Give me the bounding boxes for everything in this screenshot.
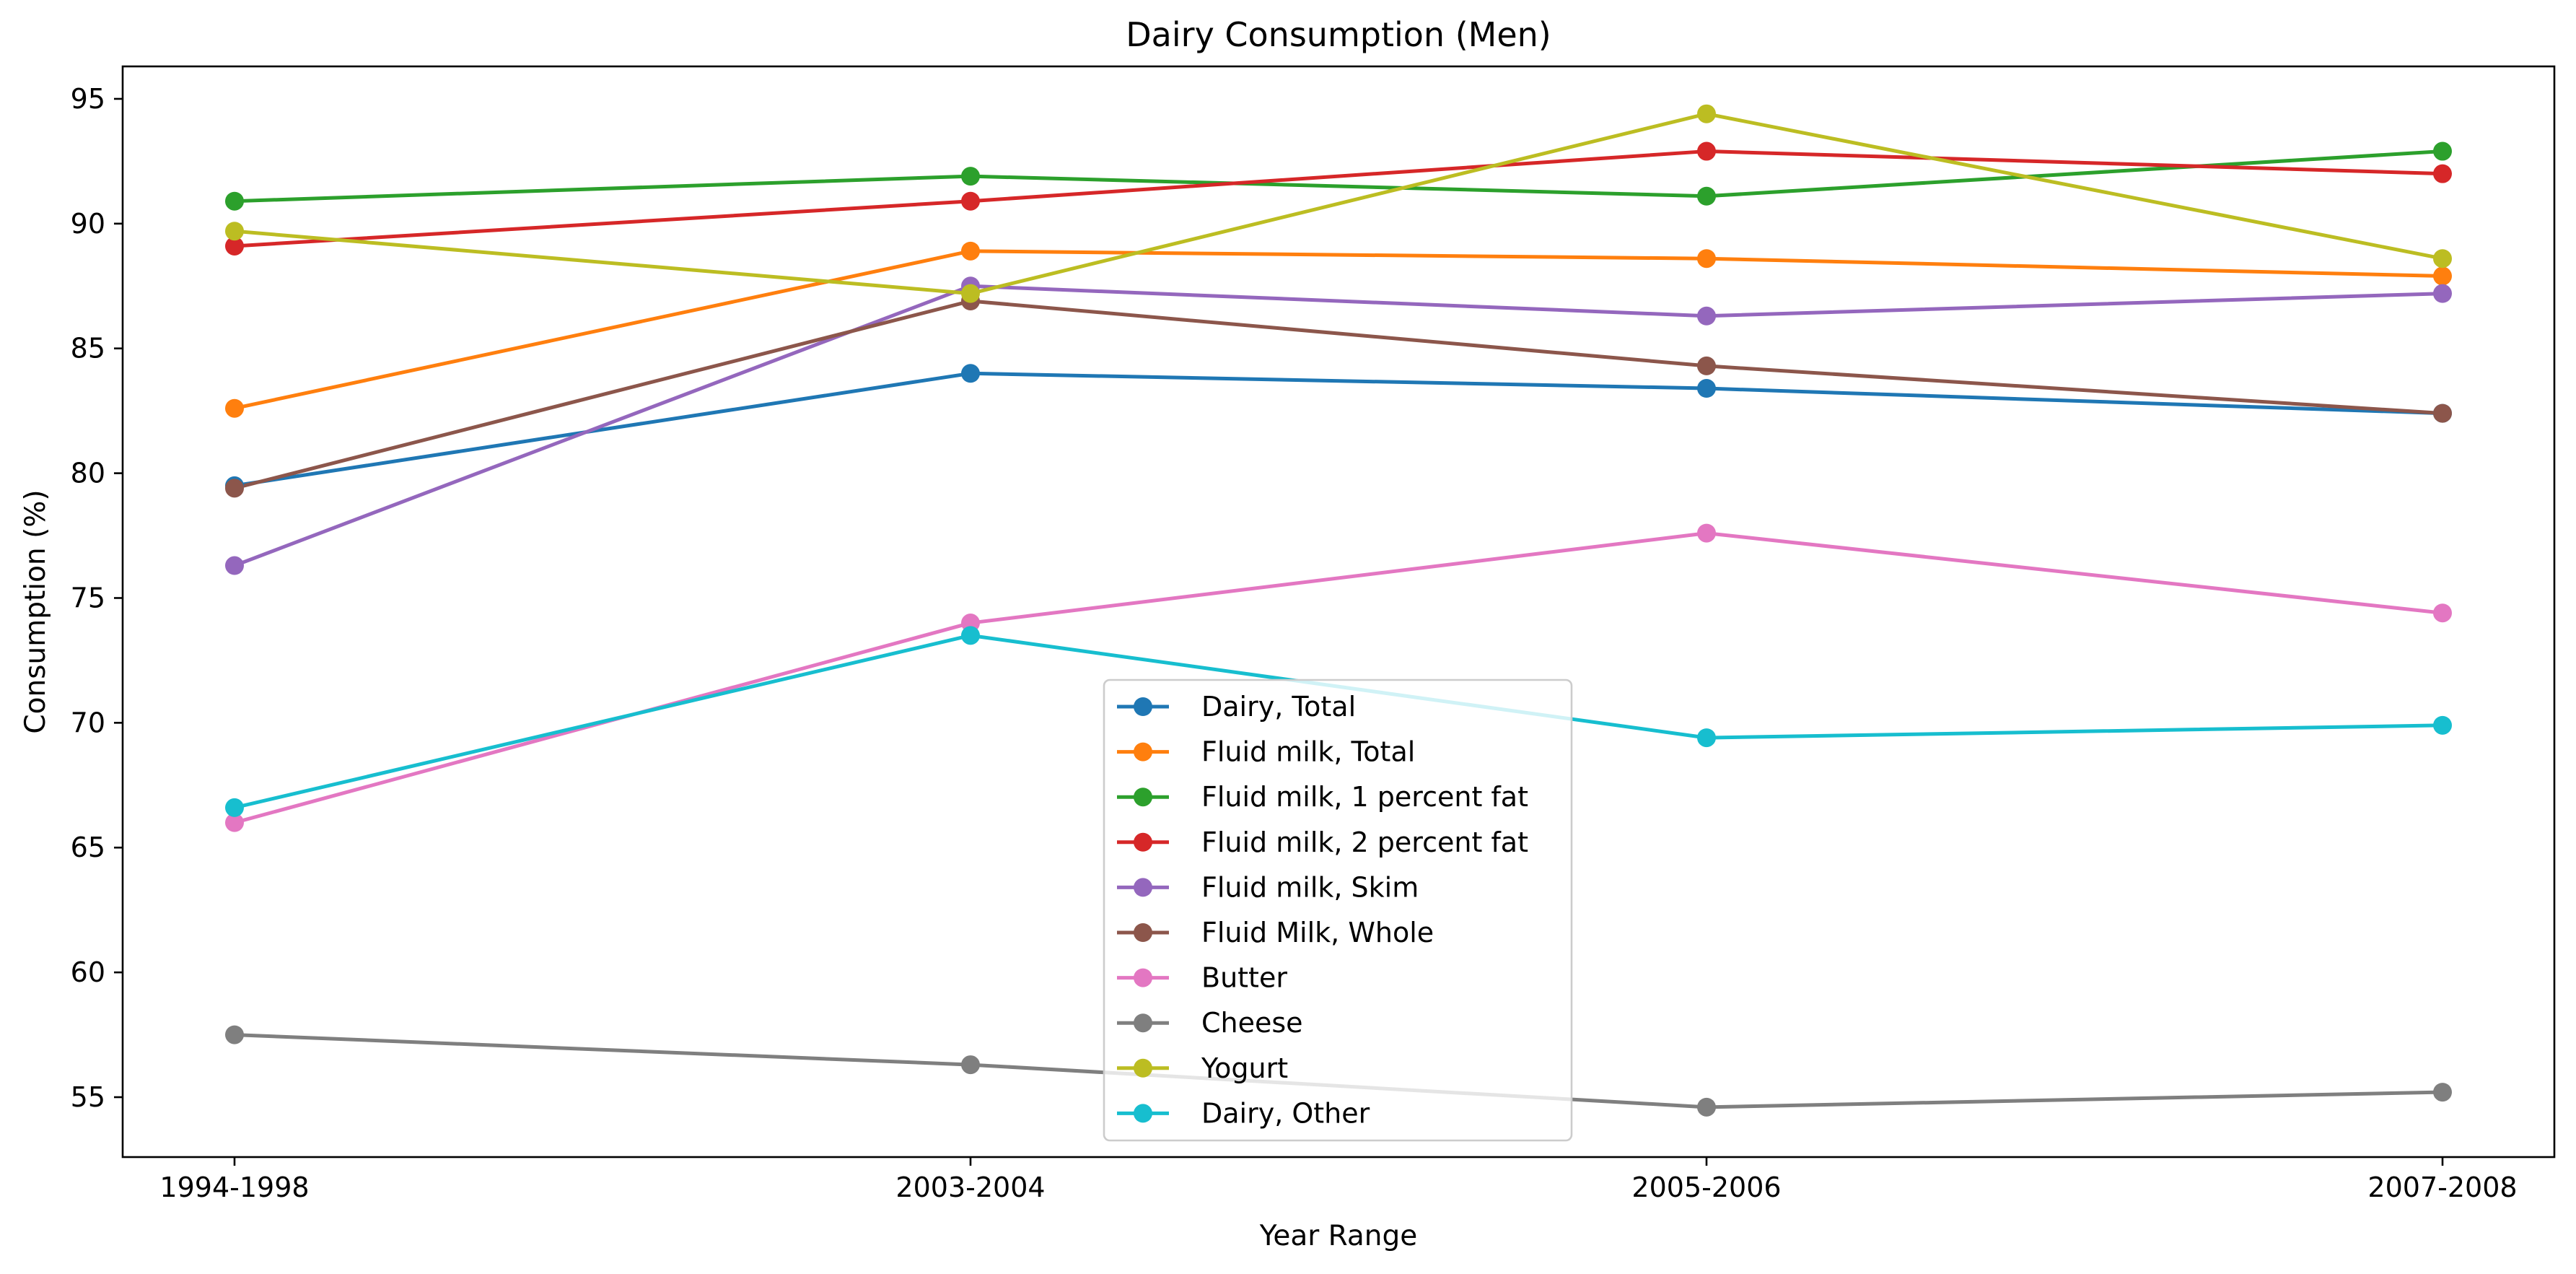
legend-marker <box>1134 787 1152 807</box>
y-tick-label: 70 <box>71 707 105 738</box>
x-tick-label: 2007-2008 <box>2367 1172 2517 1203</box>
series-line <box>232 112 2445 296</box>
data-point <box>2433 164 2452 183</box>
legend-marker <box>1134 878 1152 897</box>
series-line <box>232 371 2445 488</box>
legend-marker <box>1134 832 1152 852</box>
data-point <box>1697 141 1716 161</box>
data-point <box>2433 403 2452 423</box>
x-tick-label: 2005-2006 <box>1631 1172 1781 1203</box>
plot-area-frame <box>121 65 2556 1159</box>
data-point <box>2433 266 2452 286</box>
series-line <box>232 284 2445 568</box>
legend-marker <box>1134 742 1152 762</box>
data-point <box>225 813 244 832</box>
legend-label: Fluid milk, Skim <box>1201 871 1419 903</box>
legend-marker <box>1134 697 1152 716</box>
legend-marker <box>1134 968 1152 987</box>
data-point <box>961 191 980 211</box>
chart-title: Dairy Consumption (Men) <box>1126 15 1551 54</box>
legend-label: Fluid Milk, Whole <box>1201 917 1434 948</box>
legend-marker <box>1134 1013 1152 1033</box>
data-point <box>961 284 980 303</box>
data-point <box>225 556 244 575</box>
legend: Dairy, Total Fluid milk, Total Fluid milk,… <box>1103 679 1573 1142</box>
data-point <box>961 626 980 645</box>
data-point <box>225 1025 244 1044</box>
data-point <box>1697 104 1716 123</box>
data-point <box>961 167 980 186</box>
data-point <box>2433 715 2452 735</box>
data-point <box>1697 379 1716 398</box>
y-tick-label: 90 <box>71 208 105 240</box>
legend-label: Fluid milk, 2 percent fat <box>1201 826 1528 858</box>
data-point <box>1697 186 1716 206</box>
x-tick-label: 1994-1998 <box>159 1172 309 1203</box>
x-axis: 1994-1998 2003-2004 2005-2006 2007-2008 <box>159 1157 2518 1203</box>
y-tick-label: 65 <box>71 832 105 863</box>
legend-marker <box>1134 1104 1152 1123</box>
data-point <box>1697 728 1716 748</box>
y-tick-label: 80 <box>71 458 105 489</box>
data-point <box>2433 1083 2452 1102</box>
data-point <box>225 479 244 498</box>
y-tick-label: 60 <box>71 956 105 988</box>
data-point <box>2433 141 2452 161</box>
y-axis-label: Consumption (%) <box>19 489 52 733</box>
y-tick-label: 55 <box>71 1081 105 1113</box>
legend-marker <box>1134 1058 1152 1078</box>
data-point <box>961 364 980 383</box>
y-tick-label: 85 <box>71 333 105 365</box>
data-point <box>961 1055 980 1075</box>
legend-label: Dairy, Total <box>1201 691 1356 723</box>
y-tick-label: 95 <box>71 83 105 115</box>
y-tick-label: 75 <box>71 582 105 614</box>
data-point <box>1697 249 1716 269</box>
data-point <box>225 191 244 211</box>
x-axis-label: Year Range <box>1259 1220 1418 1252</box>
y-axis: 55 60 65 70 75 80 85 90 95 <box>71 83 123 1113</box>
data-point <box>2433 603 2452 623</box>
data-point <box>1697 523 1716 543</box>
data-point <box>1697 1097 1716 1117</box>
legend-label: Fluid milk, Total <box>1201 736 1415 768</box>
data-point <box>2433 249 2452 269</box>
legend-marker <box>1134 923 1152 942</box>
legend-label: Dairy, Other <box>1201 1097 1370 1129</box>
data-point <box>225 236 244 256</box>
data-point <box>1697 356 1716 375</box>
data-point <box>225 798 244 817</box>
series-markers <box>225 104 2452 1117</box>
legend-label: Cheese <box>1201 1007 1303 1039</box>
series-line <box>232 149 2445 204</box>
data-point <box>1697 306 1716 326</box>
legend-label: Fluid milk, 1 percent fat <box>1201 781 1528 813</box>
series-line <box>232 299 2445 491</box>
data-point <box>2433 284 2452 303</box>
legend-label: Yogurt <box>1201 1052 1288 1084</box>
series-line <box>232 149 2445 248</box>
legend-label: Butter <box>1201 962 1287 994</box>
series-line <box>232 249 2445 411</box>
data-point <box>225 398 244 418</box>
legend-box <box>1103 679 1573 1142</box>
data-point <box>961 241 980 261</box>
x-tick-label: 2003-2004 <box>895 1172 1045 1203</box>
data-point <box>225 222 244 241</box>
